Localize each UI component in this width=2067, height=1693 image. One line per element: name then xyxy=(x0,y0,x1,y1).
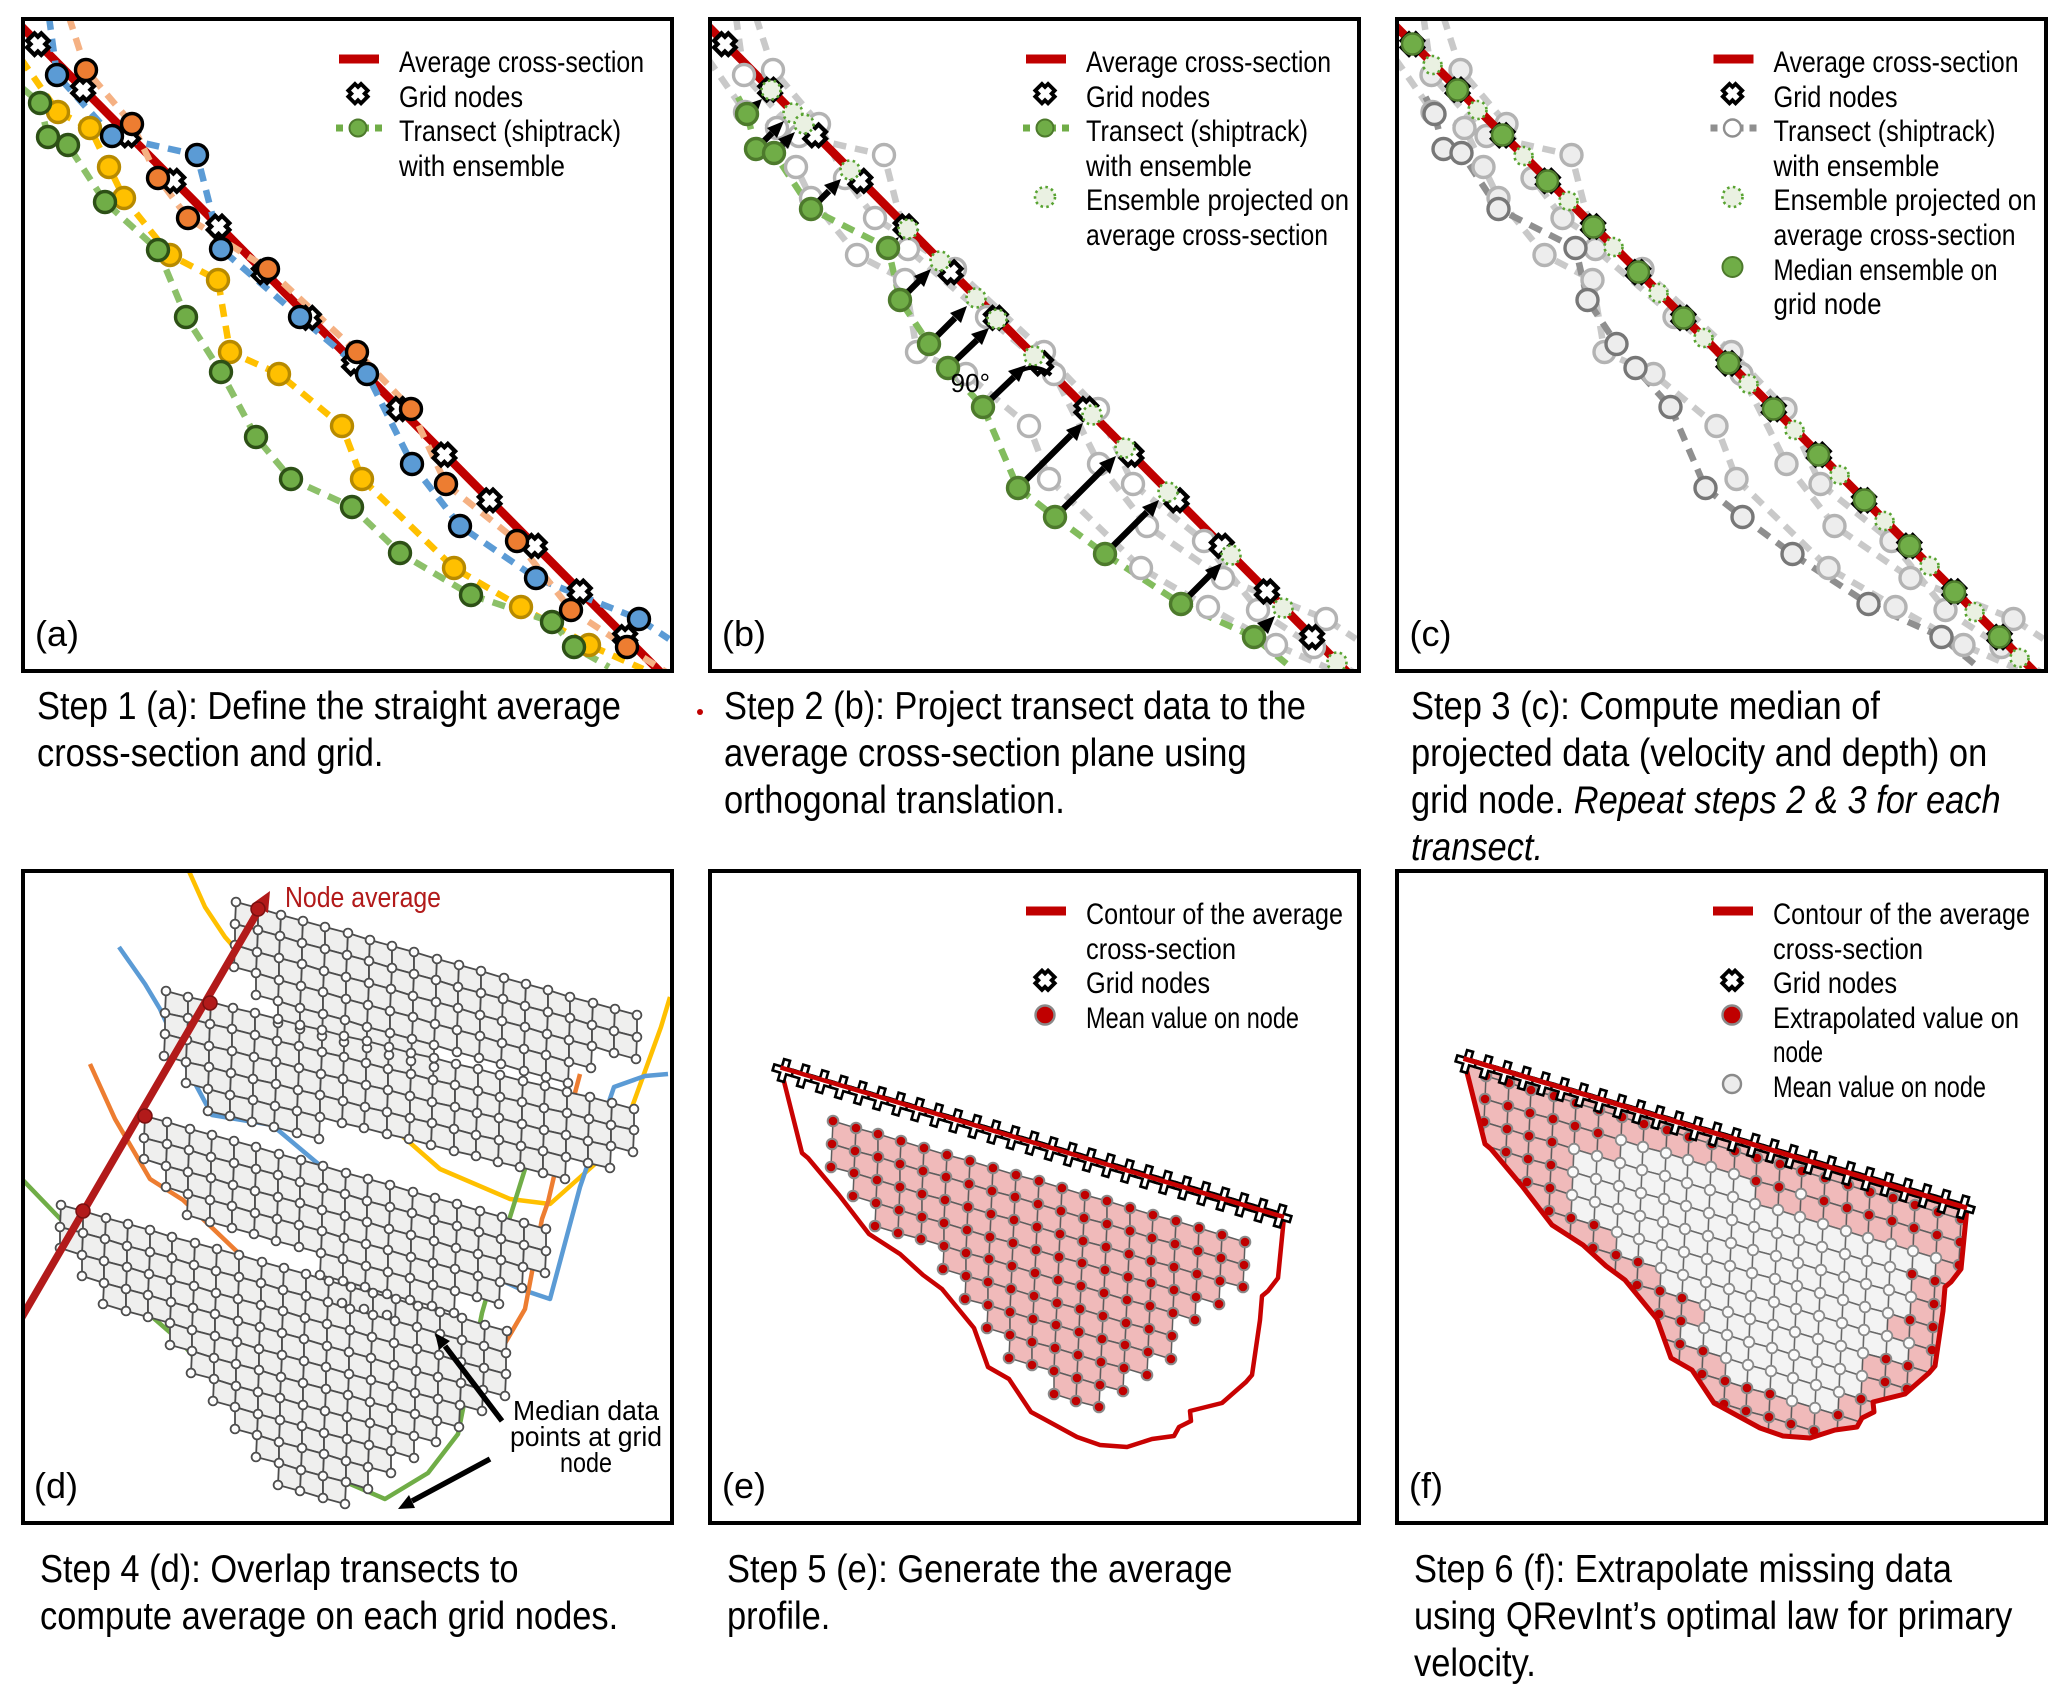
svg-text:(f): (f) xyxy=(1409,1465,1443,1506)
svg-text:Ensemble projected on: Ensemble projected on xyxy=(1086,184,1349,217)
svg-text:(c): (c) xyxy=(1410,613,1452,654)
svg-text:Average cross-section: Average cross-section xyxy=(1774,46,2019,79)
svg-text:Transect (shiptrack): Transect (shiptrack) xyxy=(1774,115,1996,148)
svg-text:Grid nodes: Grid nodes xyxy=(1086,967,1210,1000)
svg-text:Average cross-section: Average cross-section xyxy=(1086,46,1331,79)
svg-text:Median ensemble on: Median ensemble on xyxy=(1774,254,1998,287)
svg-text:Grid nodes: Grid nodes xyxy=(1773,967,1897,1000)
svg-text:Ensemble projected on: Ensemble projected on xyxy=(1774,184,2037,217)
svg-text:points at grid: points at grid xyxy=(510,1421,662,1452)
svg-text:grid node: grid node xyxy=(1774,288,1882,321)
svg-text:(e): (e) xyxy=(722,1465,766,1506)
svg-text:node: node xyxy=(1773,1036,1823,1069)
svg-text:cross-section: cross-section xyxy=(1086,933,1236,966)
svg-text:cross-section: cross-section xyxy=(1773,933,1923,966)
svg-text:Grid nodes: Grid nodes xyxy=(399,81,523,114)
svg-text:Grid nodes: Grid nodes xyxy=(1086,81,1210,114)
svg-text:Node average: Node average xyxy=(285,882,441,914)
svg-text:90°: 90° xyxy=(951,368,990,398)
svg-text:(b): (b) xyxy=(722,613,766,654)
svg-text:node: node xyxy=(560,1447,612,1478)
svg-text:average cross-section: average cross-section xyxy=(1086,219,1328,252)
svg-text:Extrapolated value on: Extrapolated value on xyxy=(1773,1002,2019,1035)
svg-text:with ensemble: with ensemble xyxy=(1085,150,1252,183)
svg-text:Grid nodes: Grid nodes xyxy=(1774,81,1898,114)
svg-text:Transect (shiptrack): Transect (shiptrack) xyxy=(399,115,621,148)
svg-text:(a): (a) xyxy=(35,613,79,654)
svg-text:Transect (shiptrack): Transect (shiptrack) xyxy=(1086,115,1308,148)
svg-text:Mean value on node: Mean value on node xyxy=(1773,1071,1986,1104)
svg-text:Contour of the average: Contour of the average xyxy=(1773,898,2030,931)
svg-text:with ensemble: with ensemble xyxy=(1773,150,1940,183)
svg-text:average cross-section: average cross-section xyxy=(1774,219,2016,252)
svg-text:Mean value on node: Mean value on node xyxy=(1086,1002,1299,1035)
svg-text:(d): (d) xyxy=(34,1465,78,1506)
svg-text:Median data: Median data xyxy=(513,1395,659,1426)
svg-text:with ensemble: with ensemble xyxy=(398,150,565,183)
svg-text:Average cross-section: Average cross-section xyxy=(399,46,644,79)
svg-text:Contour of the average: Contour of the average xyxy=(1086,898,1343,931)
